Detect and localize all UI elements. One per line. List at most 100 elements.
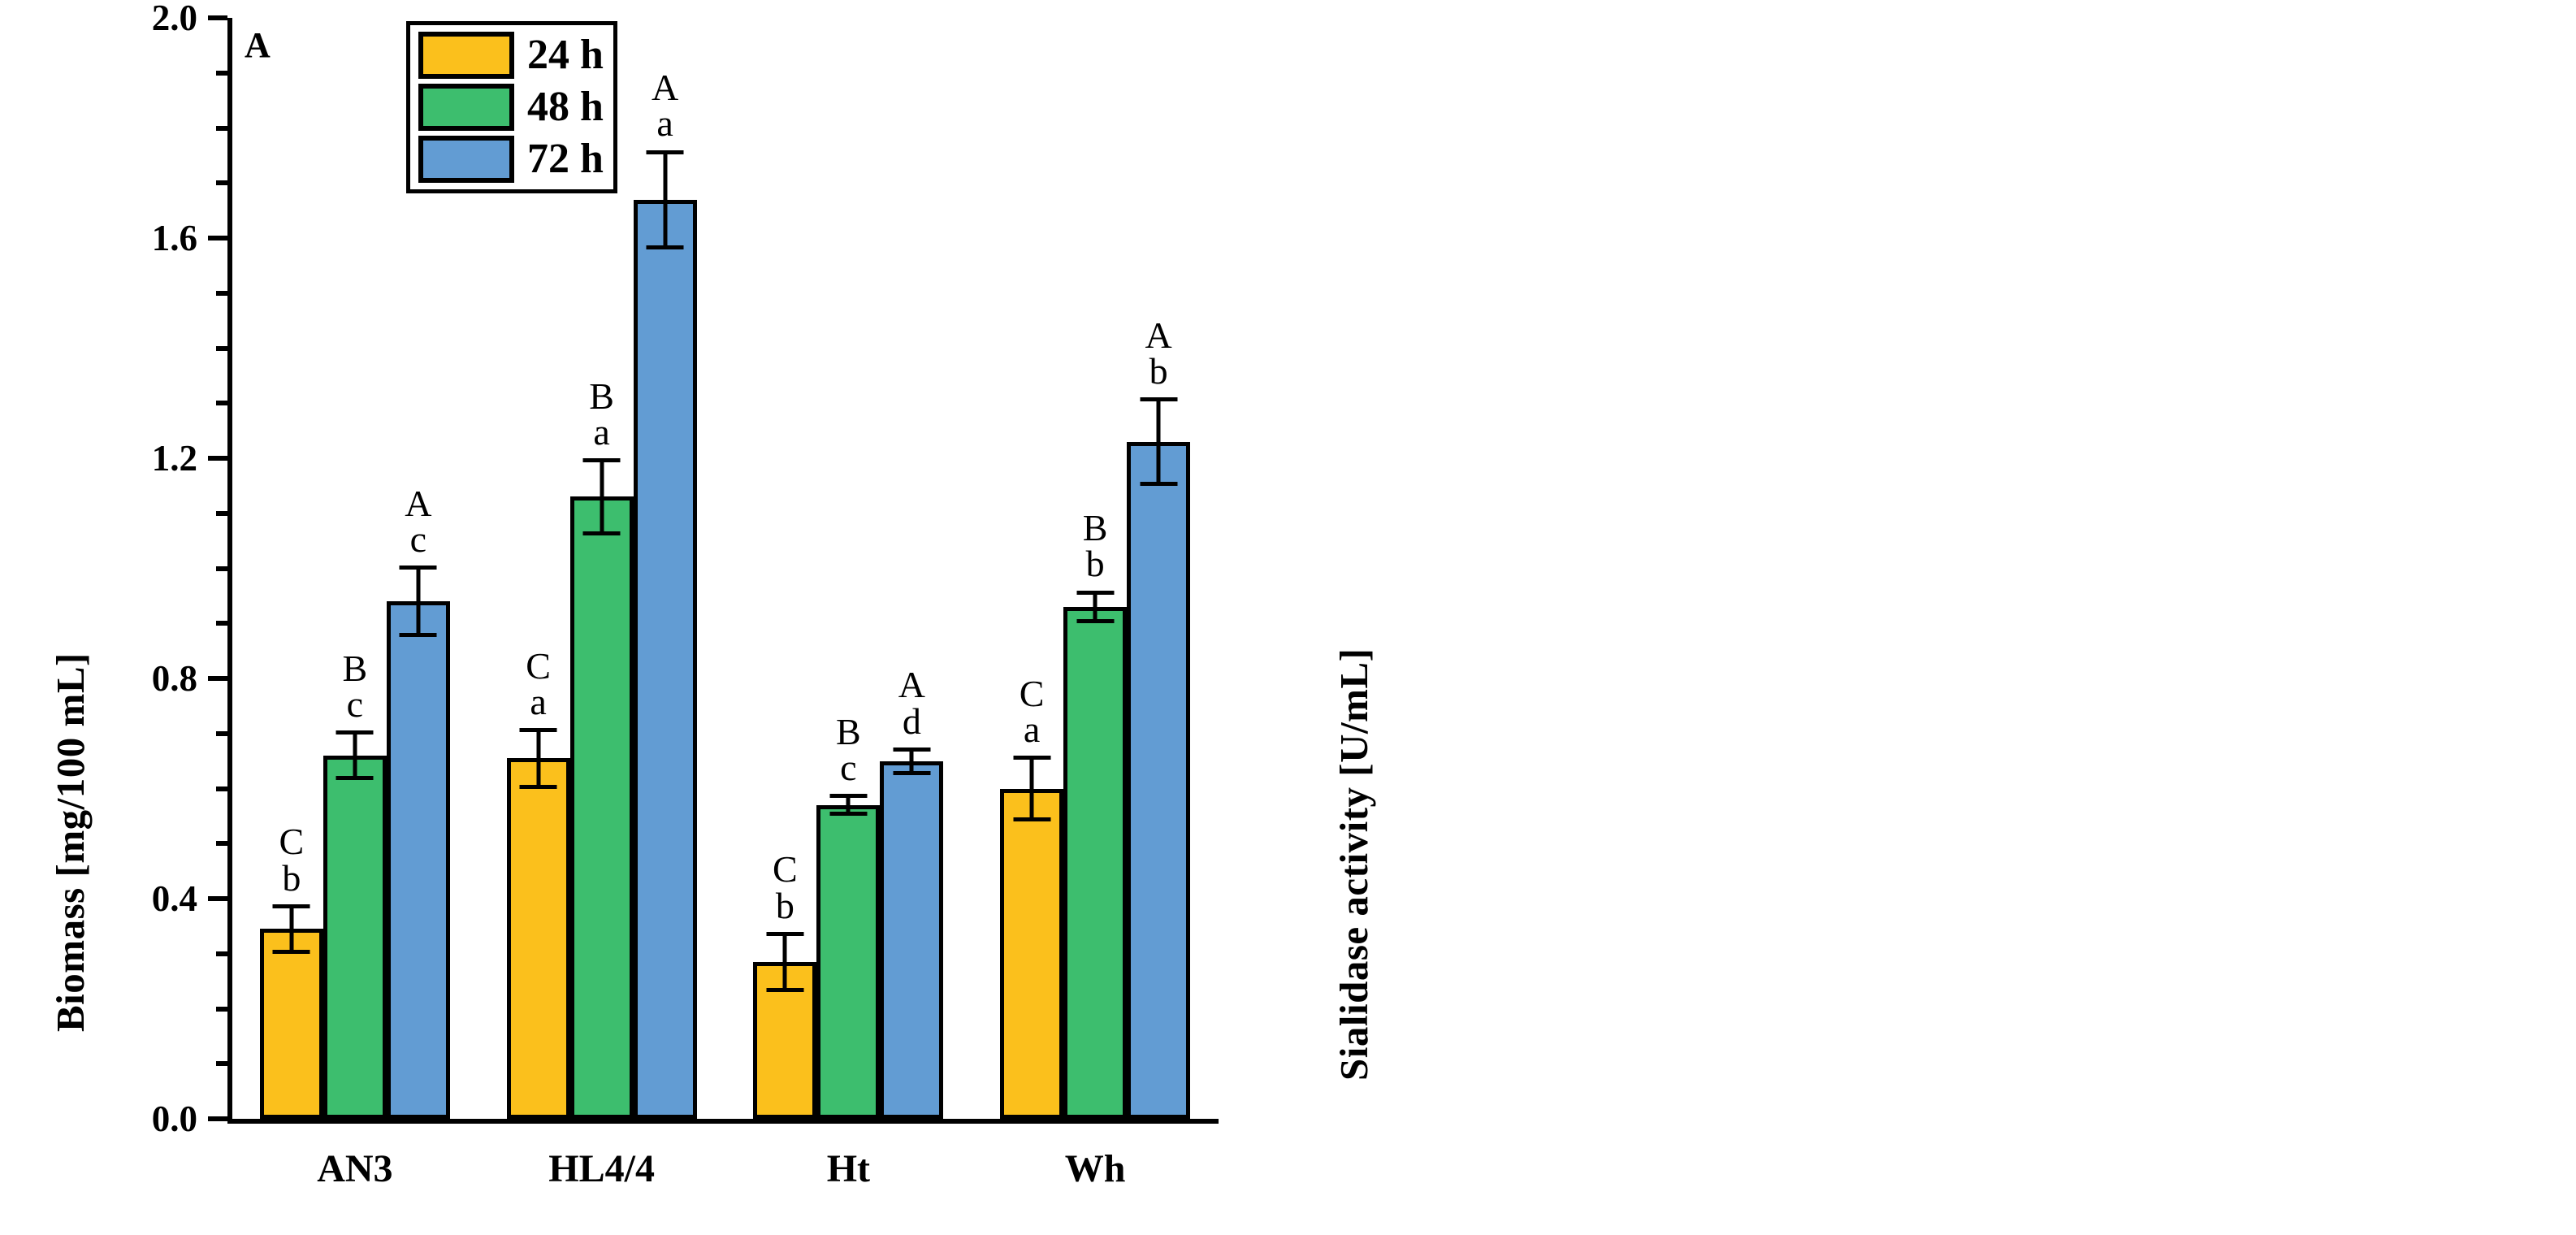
x-axis-label-Ht: Ht	[826, 1147, 871, 1190]
legend-item-72h[interactable]: 72 h	[418, 136, 604, 183]
y-tick-minor	[216, 290, 227, 296]
y-tick-minor	[216, 125, 227, 131]
x-axis-label-Wh: Wh	[1064, 1147, 1126, 1190]
significance-upper: C	[279, 821, 305, 863]
error-bar	[416, 566, 421, 638]
bar-AN3-72h[interactable]	[386, 601, 450, 1119]
significance-upper: B	[342, 648, 368, 690]
bar-Ht-48h[interactable]	[816, 804, 881, 1119]
x-axis-label-AN3: AN3	[317, 1147, 393, 1190]
y-tick-label: 0.4	[151, 878, 197, 919]
significance-lower: a	[1023, 708, 1041, 750]
y-tick-major	[208, 15, 227, 20]
error-bar	[1156, 397, 1161, 486]
error-bar	[663, 150, 668, 249]
y-tick-label: 0.0	[151, 1098, 197, 1139]
significance-upper: B	[836, 710, 861, 752]
legend-label: 72 h	[527, 136, 604, 182]
legend-item-48h[interactable]: 48 h	[418, 84, 604, 131]
y-tick-major	[208, 1116, 227, 1121]
y-tick-major	[208, 456, 227, 461]
y-tick-minor	[216, 951, 227, 956]
legend-label: 48 h	[527, 84, 604, 130]
y-tick-minor	[216, 841, 227, 847]
bar-Ht-72h[interactable]	[880, 760, 944, 1119]
legend-item-24h[interactable]: 24 h	[418, 32, 604, 79]
y-tick-major	[208, 896, 227, 901]
panel-b: Sialidase activity [U/mL] B 02468101214 …	[1288, 0, 2576, 1235]
error-bar	[1029, 755, 1034, 822]
legend-swatch-icon	[418, 84, 514, 131]
significance-lower: a	[593, 410, 610, 453]
bar-HL44-24h[interactable]	[506, 758, 570, 1119]
y-tick-minor	[216, 786, 227, 791]
bar-AN3-48h[interactable]	[323, 755, 387, 1119]
y-tick-label: 1.2	[151, 438, 197, 479]
significance-upper: C	[773, 848, 798, 890]
significance-upper: C	[1019, 672, 1045, 714]
legend: 24 h 48 h 72 h	[406, 21, 617, 193]
significance-lower: a	[530, 680, 547, 722]
y-tick-minor	[216, 621, 227, 626]
bar-HL44-48h[interactable]	[569, 496, 634, 1119]
y-tick-minor	[216, 345, 227, 351]
bar-Wh-24h[interactable]	[1000, 788, 1064, 1119]
error-bar	[536, 727, 541, 789]
y-tick-minor	[216, 70, 227, 76]
error-bar	[909, 747, 914, 775]
significance-lower: b	[775, 884, 794, 926]
error-bar	[1093, 590, 1098, 624]
y-tick-minor	[216, 566, 227, 571]
y-tick-label: 0.8	[151, 658, 197, 699]
panel-letter-a: A	[245, 25, 271, 65]
significance-upper: A	[1145, 314, 1172, 357]
error-bar	[353, 730, 357, 781]
error-bar	[782, 931, 787, 993]
significance-lower: b	[282, 856, 301, 899]
bar-Wh-72h[interactable]	[1127, 441, 1191, 1119]
bar-Wh-48h[interactable]	[1063, 606, 1128, 1119]
legend-swatch-icon	[418, 32, 514, 79]
significance-upper: C	[526, 644, 551, 687]
legend-label: 24 h	[527, 32, 604, 78]
bar-AN3-24h[interactable]	[259, 929, 323, 1119]
significance-upper: B	[1082, 507, 1108, 549]
significance-upper: A	[898, 664, 925, 706]
bar-HL44-72h[interactable]	[633, 199, 697, 1119]
panel-a: Biomass [mg/100 mL] A 0.0 0.4 0.8 1.2 1.6 2.0…	[0, 0, 1288, 1235]
error-bar	[600, 458, 604, 535]
significance-lower: a	[656, 102, 673, 145]
x-axis-labels-a: AN3 HL4/4 Ht Wh	[232, 1146, 1219, 1191]
significance-lower: c	[346, 683, 364, 726]
x-axis-line-a	[227, 1119, 1219, 1124]
y-tick-major	[208, 676, 227, 681]
y-tick-minor	[216, 730, 227, 736]
y-tick-major	[208, 236, 227, 240]
y-axis-title-a: Biomass [mg/100 mL]	[48, 652, 93, 1032]
